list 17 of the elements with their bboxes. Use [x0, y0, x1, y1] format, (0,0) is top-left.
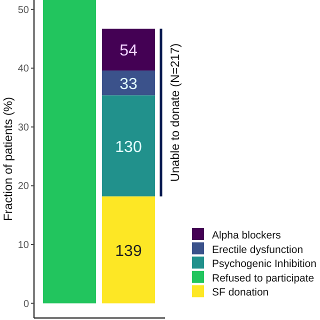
y-tick-label: 40 — [18, 64, 30, 75]
y-axis-title: Fraction of patients (%) — [1, 96, 15, 222]
text: Unable to donate (N=217) — [168, 43, 182, 182]
annotation: 130 — [115, 138, 142, 156]
y-tick-label: 0 — [23, 298, 30, 310]
y-tick-label: 10 — [18, 240, 30, 252]
legend-label: SF donation — [212, 286, 269, 299]
legend-label: Refused to participate — [212, 272, 314, 284]
y-tick-label: 50 — [18, 4, 30, 16]
legend-label: Alpha blockers — [212, 230, 281, 242]
annotation: 54 — [120, 42, 138, 60]
y-tick-label: 30 — [18, 122, 30, 134]
annotation: 33 — [120, 76, 138, 93]
legend-label: Psychogenic Inhibition — [212, 258, 317, 270]
annotation: 139 — [115, 242, 142, 260]
y-tick-label: 20 — [18, 181, 30, 192]
legend-label: Erectile dysfunction — [212, 244, 304, 256]
